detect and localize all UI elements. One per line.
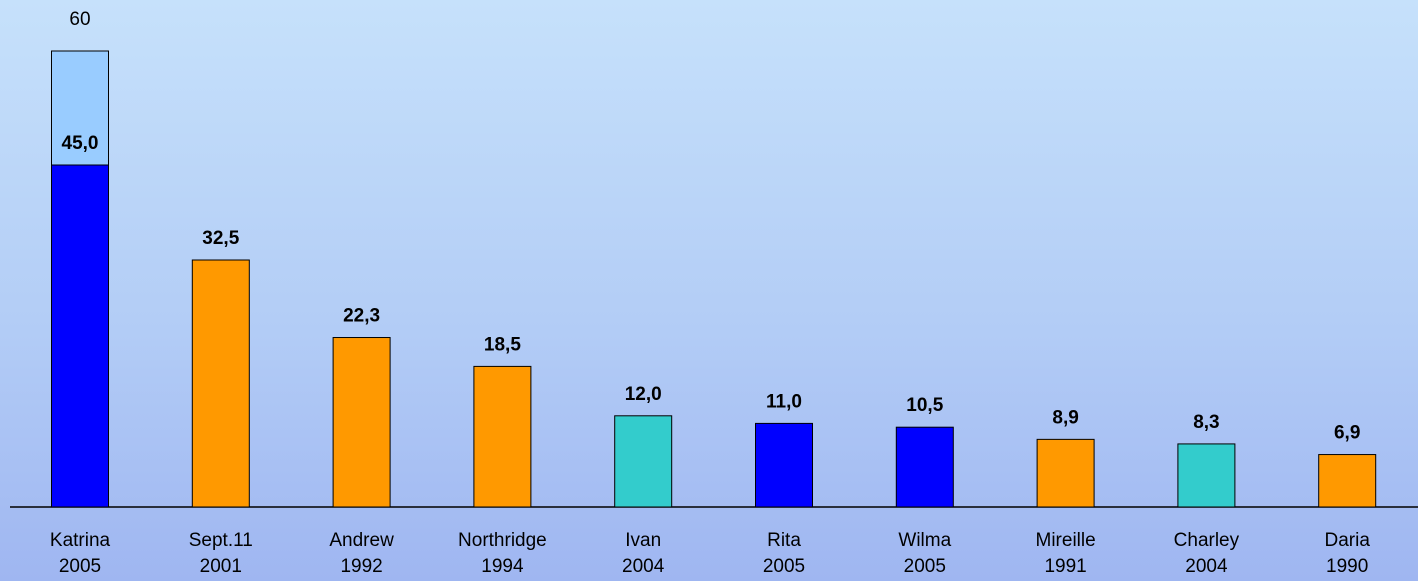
bar bbox=[1318, 454, 1377, 508]
bar bbox=[1036, 438, 1095, 508]
x-tick-year: 1994 bbox=[481, 556, 524, 577]
x-tick-year: 2005 bbox=[59, 556, 101, 577]
x-tick-label: Katrina bbox=[50, 530, 111, 551]
bar bbox=[1177, 443, 1236, 508]
x-tick-label: Rita bbox=[767, 530, 801, 551]
value-label: 32,5 bbox=[202, 228, 239, 249]
x-tick-label: Sept.11 bbox=[189, 530, 253, 551]
value-label: 60 bbox=[69, 9, 90, 30]
value-label: 6,9 bbox=[1334, 423, 1360, 444]
value-label: 18,5 bbox=[484, 334, 521, 355]
x-tick-year: 2004 bbox=[1185, 556, 1228, 577]
x-tick-label: Andrew bbox=[329, 530, 394, 551]
bar bbox=[473, 365, 532, 508]
bar bbox=[191, 259, 250, 508]
x-tick-year: 1991 bbox=[1044, 556, 1086, 577]
bar bbox=[755, 422, 813, 508]
x-tick-label: Mireille bbox=[1036, 530, 1096, 551]
bar bbox=[614, 415, 673, 508]
x-tick-year: 2005 bbox=[904, 556, 946, 577]
x-tick-label: Northridge bbox=[458, 530, 547, 551]
value-label: 8,3 bbox=[1193, 412, 1219, 433]
value-label: 22,3 bbox=[343, 306, 380, 327]
value-label: 12,0 bbox=[625, 384, 662, 405]
value-label: 45,0 bbox=[62, 133, 99, 154]
x-tick-label: Charley bbox=[1174, 530, 1240, 551]
x-tick-label: Ivan bbox=[625, 530, 661, 551]
x-tick-year: 2001 bbox=[200, 556, 242, 577]
x-tick-label: Wilma bbox=[898, 530, 951, 551]
x-tick-year: 2005 bbox=[763, 556, 805, 577]
bar bbox=[332, 337, 391, 508]
x-tick-year: 1992 bbox=[340, 556, 382, 577]
value-label: 8,9 bbox=[1052, 407, 1078, 428]
x-tick-year: 2004 bbox=[622, 556, 665, 577]
x-tick-label: Daria bbox=[1324, 530, 1370, 551]
bar bbox=[51, 164, 109, 508]
value-label: 10,5 bbox=[906, 395, 943, 416]
bar bbox=[895, 426, 954, 508]
x-tick-year: 1990 bbox=[1326, 556, 1368, 577]
value-label: 11,0 bbox=[766, 391, 802, 412]
